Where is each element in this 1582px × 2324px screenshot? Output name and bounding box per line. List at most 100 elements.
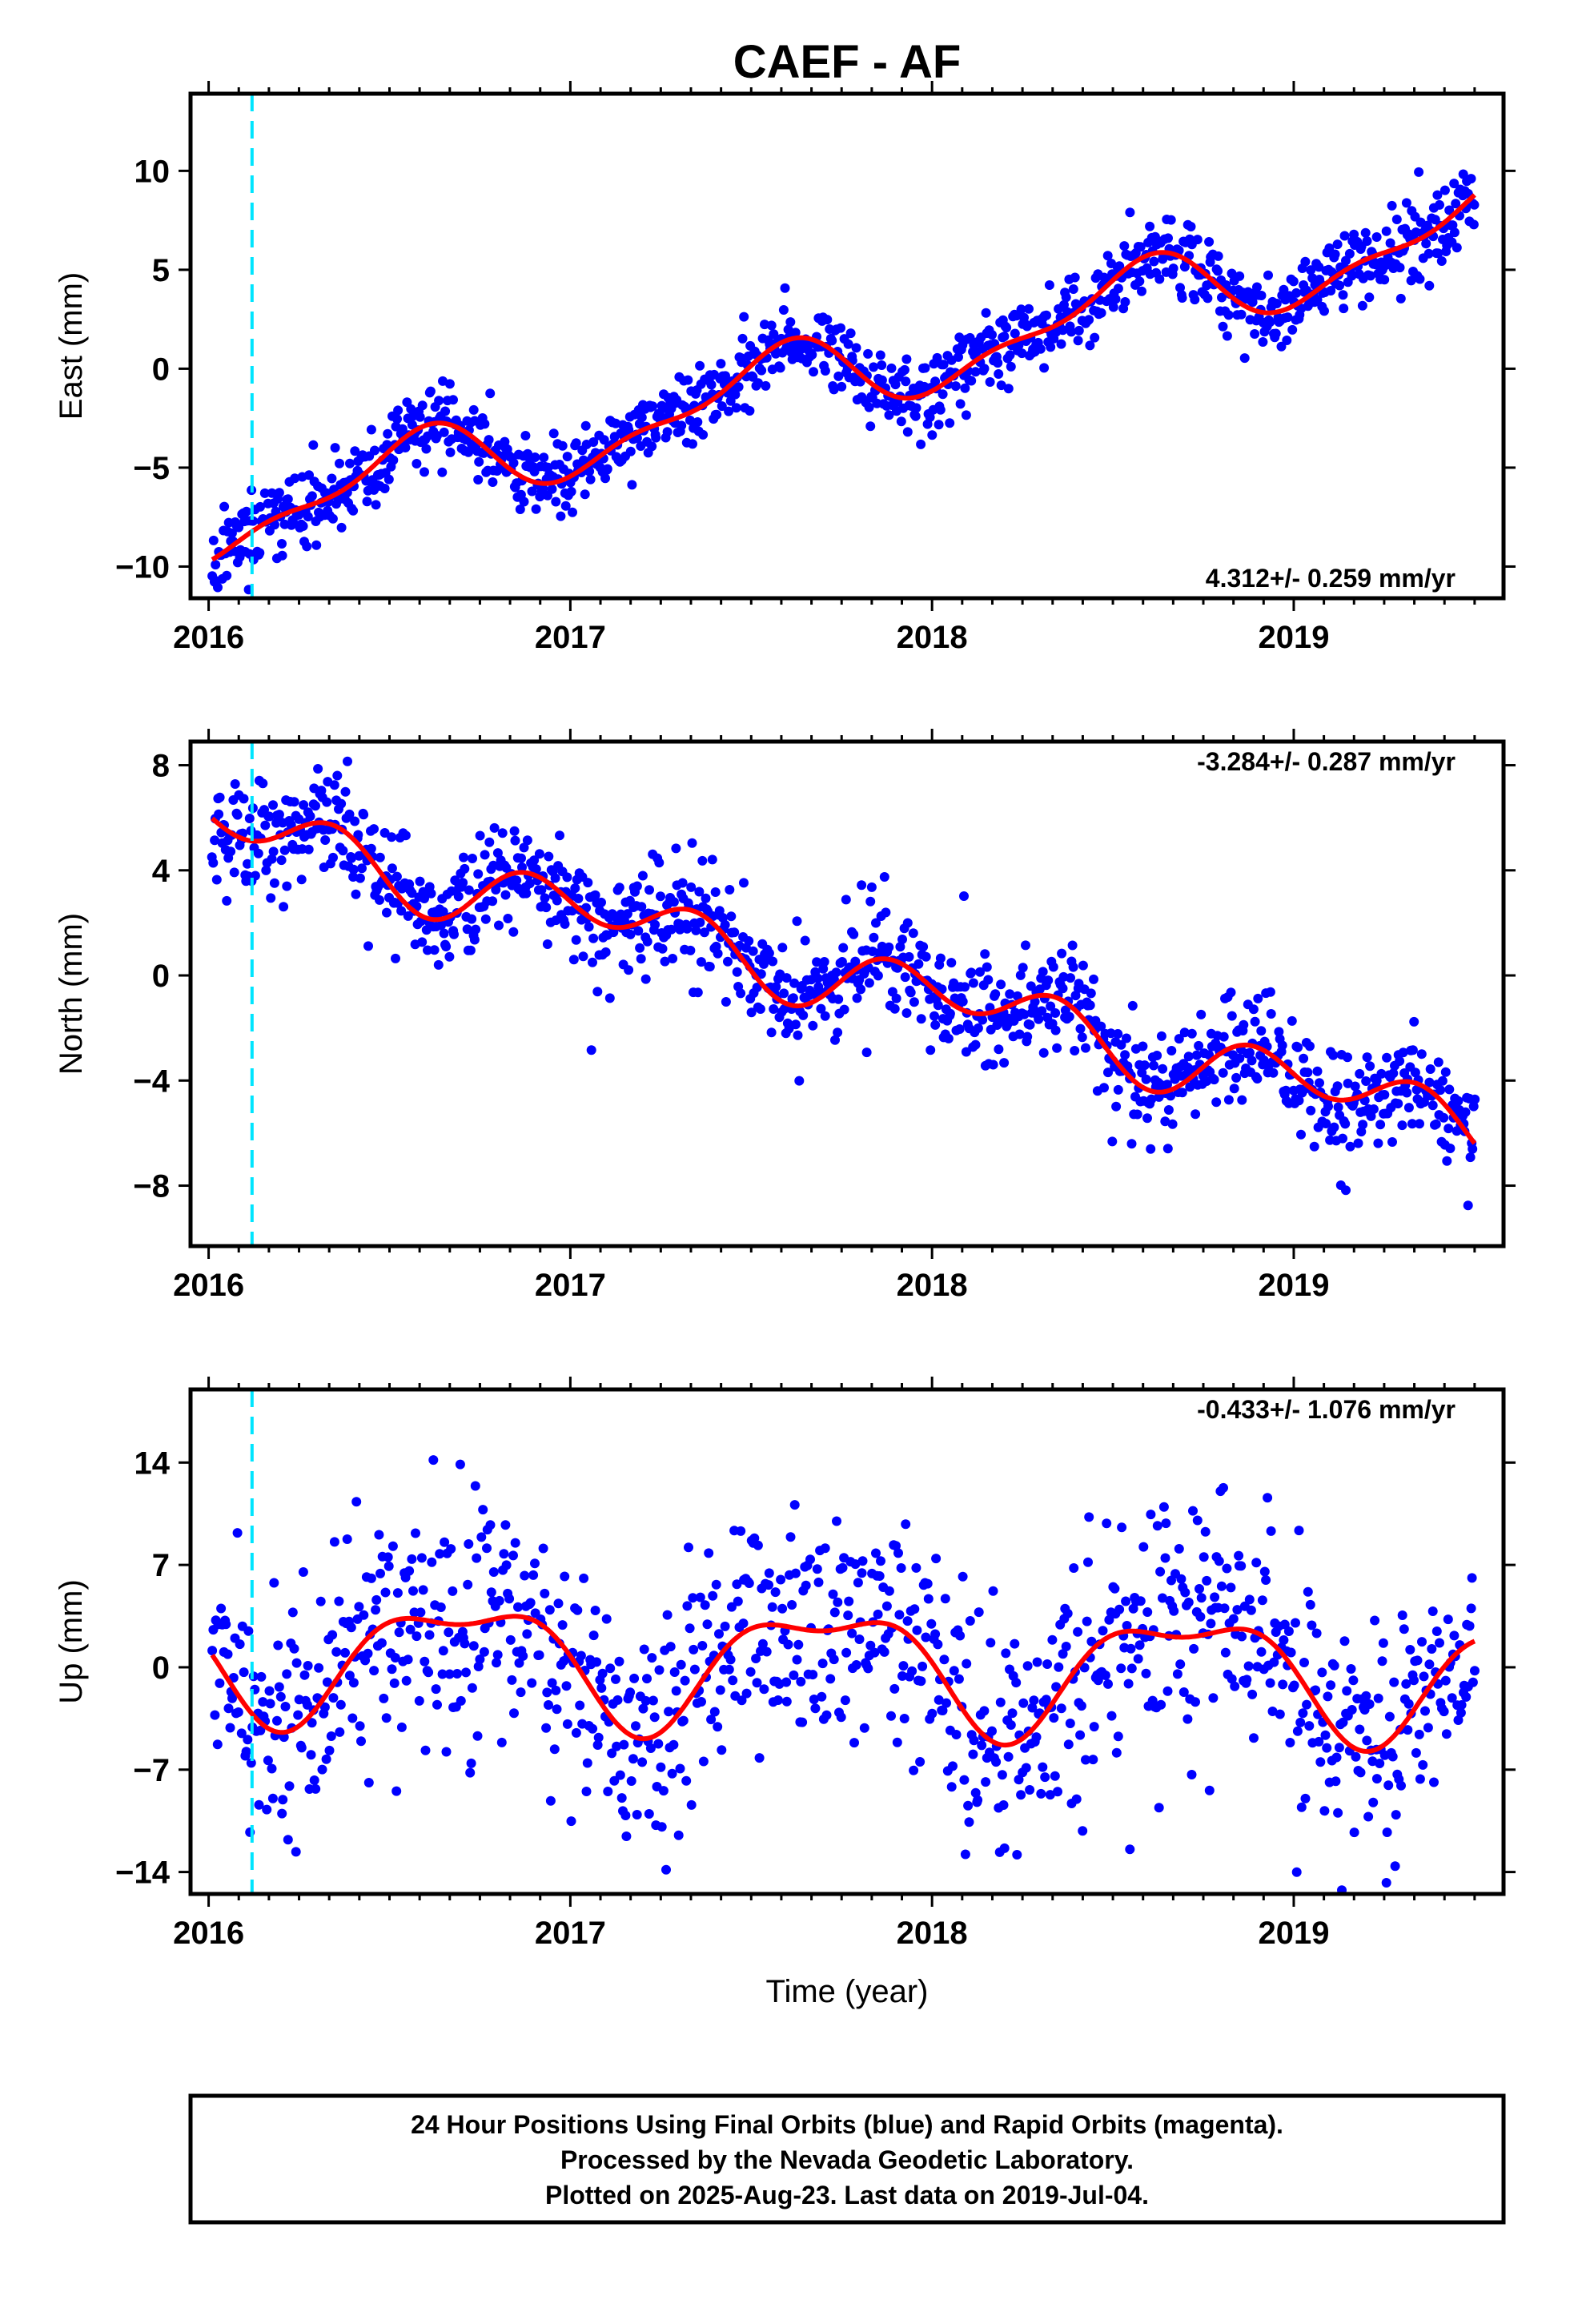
up-point [1125,1844,1135,1855]
east-point [1365,271,1375,281]
north-point [1294,1096,1304,1106]
up-point [829,1607,840,1618]
up-point [619,1739,629,1750]
north-point [453,891,464,902]
north-point [1050,1025,1061,1035]
east-point [1186,222,1196,231]
north-model-curve [211,816,1477,1145]
up-point [576,1651,586,1661]
up-point [749,1533,760,1543]
north-point [1411,1084,1422,1095]
north-point [884,942,894,952]
up-point [1016,1790,1026,1800]
up-point [293,1710,303,1720]
north-point [1341,1185,1351,1196]
north-point [1038,1047,1049,1058]
east-point [950,381,961,392]
up-point [1456,1700,1467,1710]
north-point [897,935,907,944]
up-point [210,1710,220,1720]
north-point [387,832,397,842]
north-point [1122,1033,1131,1043]
up-point [1071,1794,1082,1804]
east-point [843,339,853,349]
east-point [1073,336,1083,346]
up-point [998,1800,1009,1810]
footer-box [188,2093,1506,2225]
up-point [314,1663,324,1673]
up-point [884,1586,894,1596]
up-point [541,1723,552,1733]
east-point [954,352,963,362]
up-point [843,1610,853,1621]
east-point [530,452,540,462]
north-point [1424,1077,1435,1088]
north-point [699,927,709,938]
east-point [1168,263,1178,274]
east-point [1452,243,1462,253]
north-point [614,883,624,893]
up-point [1050,1771,1060,1781]
up-point [1134,1640,1145,1651]
north-point [1085,1000,1095,1011]
north-point [1299,1053,1309,1063]
up-point [340,1647,350,1658]
up-point [1227,1674,1237,1684]
east-point [1236,309,1247,320]
up-point [745,1667,756,1677]
east-point [1223,310,1234,320]
up-point [1420,1706,1430,1716]
up-point [1158,1502,1169,1512]
north-point [1142,1113,1152,1124]
north-point [918,942,929,952]
north-point [1138,1041,1148,1051]
north-point [258,778,268,789]
east-point [731,403,741,413]
east-point [1061,292,1071,303]
north-point [933,1000,943,1011]
up-point [611,1674,620,1684]
up-point [1160,1553,1170,1563]
east-point [1239,353,1250,364]
north-point [1248,1004,1259,1015]
up-point [1291,1618,1300,1628]
east-point [259,488,270,498]
up-point [236,1728,247,1739]
panel-north: 2016 2017 2018 2019 −8 −4 0 4 8 North (mm) -3.284+… [54,729,1516,1303]
up-point [566,1816,576,1827]
north-point [1387,1137,1397,1147]
up-point [590,1606,600,1615]
east-point [208,535,219,545]
up-point [741,1688,752,1699]
up-point [575,1700,585,1711]
east-point [307,491,317,501]
up-point [1001,1648,1011,1659]
north-x-tick-label: 2018 [897,1268,968,1303]
up-point [669,1739,679,1750]
up-point [1042,1659,1053,1669]
up-point [1370,1615,1380,1626]
up-point [1219,1482,1228,1493]
north-point [208,858,219,868]
up-point [959,1775,970,1785]
up-point [850,1559,861,1570]
up-point [347,1713,358,1723]
up-point [1138,1542,1149,1552]
north-point [540,893,550,903]
north-point [462,924,472,935]
up-point [216,1603,227,1614]
up-point [331,1647,342,1657]
north-point [1106,1028,1116,1039]
east-point [1338,290,1348,300]
north-point [632,881,642,891]
east-point [383,474,394,485]
north-point [978,1015,988,1025]
up-point [1228,1614,1239,1624]
up-point [865,1640,876,1651]
up-point [1244,1594,1255,1605]
north-point [1058,983,1068,994]
north-point [229,867,239,878]
north-point [707,854,717,865]
up-point [375,1568,385,1578]
up-point [1391,1810,1401,1820]
